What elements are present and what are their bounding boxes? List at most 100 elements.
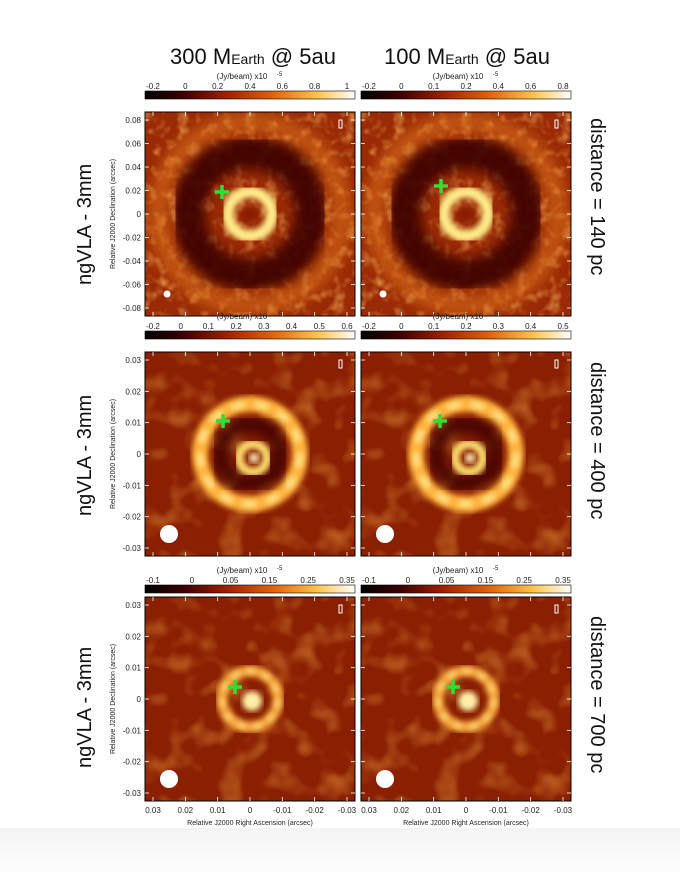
planet-marker: [433, 414, 447, 428]
ytick-label: 0.08: [125, 116, 141, 125]
ytick-label: 0.02: [125, 387, 141, 396]
xtick-label: 0.02: [394, 806, 410, 815]
outer-ring-highlights: [220, 669, 280, 729]
xtick-label: 0.03: [361, 806, 377, 815]
column-title-100: 100 MEarth @ 5au: [384, 44, 550, 69]
scale-glyph: [554, 359, 559, 369]
ytick-label: 0.03: [125, 601, 141, 610]
colorbar-tick-label: 0: [183, 82, 188, 91]
colorbar: [360, 330, 572, 340]
ytick-label: -0.06: [123, 281, 142, 290]
colorbar-unit: (Jy/beam) x10: [217, 72, 268, 81]
colorbar-unit: (Jy/beam) x10: [217, 566, 268, 575]
xtick-label: 0.03: [145, 806, 161, 815]
xtick-label: 0.01: [426, 806, 442, 815]
scale-glyph: [338, 119, 343, 129]
inner-ring: [234, 439, 272, 477]
colorbar-unit: (Jy/beam) x10: [217, 312, 268, 321]
colorbar-tick-label: 1: [345, 82, 350, 91]
inner-core: [249, 453, 259, 463]
ytick-label: 0.02: [125, 632, 141, 641]
colorbar: [360, 90, 572, 100]
colorbar-tick-label: -0.1: [362, 576, 376, 585]
image-panel: 0.08 0.06 0.04 0.02 0 -0.02 -0.04 -0.06 -0.08 Rel…: [110, 111, 356, 317]
colorbar-unit: (Jy/beam) x10: [433, 566, 484, 575]
colorbar-tick-label: 0.3: [493, 322, 505, 331]
colorbar-tick-label: 0.3: [258, 322, 270, 331]
inner-core: [458, 691, 478, 711]
panel-content: [145, 352, 355, 556]
ytick-label: 0.01: [125, 419, 141, 428]
ytick-label: -0.02: [123, 513, 142, 522]
colorbar-unit-exponent: -5: [277, 566, 283, 572]
xtick-label: -0.02: [306, 806, 325, 815]
colorbar-unit-exponent: -5: [493, 312, 499, 318]
ytick-label: -0.03: [123, 789, 142, 798]
colorbar-unit: (Jy/beam) x10: [433, 72, 484, 81]
colorbar: [144, 330, 356, 340]
colorbar-tick-label: 0: [399, 322, 404, 331]
inner-ring: [450, 439, 488, 477]
outer-ring: [148, 112, 352, 316]
colorbar-tick-label: -0.2: [146, 322, 160, 331]
colorbar-tick-label: 0.35: [555, 576, 571, 585]
ytick-label: 0.01: [125, 664, 141, 673]
xtick-label: 0.01: [210, 806, 226, 815]
outer-ring: [364, 112, 568, 316]
ytick-label: 0.02: [125, 187, 141, 196]
colorbar-tick-label: 0.5: [557, 322, 569, 331]
colorbar-tick-label: 0.6: [277, 82, 289, 91]
beam-ellipse: [376, 525, 394, 543]
colorbar-tick-label: 0.2: [460, 82, 472, 91]
image-panel: 0.03 0.02 0.01 0 -0.01 -0.02 -0.03 Relative J20…: [110, 351, 356, 557]
colorbar-unit: (Jy/beam) x10: [433, 312, 484, 321]
colorbar-tick-label: 0.35: [339, 576, 355, 585]
colorbar-tick-label: 0.05: [223, 576, 239, 585]
gap-ring: [387, 135, 545, 293]
gap-ring: [428, 416, 504, 492]
planet-marker: [434, 179, 448, 193]
ytick-label: -0.01: [123, 481, 142, 490]
image-panel: [360, 111, 572, 317]
panel-content: [361, 112, 571, 316]
xtick-label: -0.03: [338, 806, 357, 815]
inner-hole: [457, 205, 475, 223]
scale-glyph: [338, 359, 343, 369]
scale-glyph: [554, 604, 559, 614]
colorbar-tick-label: 0.6: [525, 82, 537, 91]
colorbar-tick-label: -0.1: [146, 576, 160, 585]
inner-core: [465, 453, 475, 463]
colorbar-tick-label: 0.8: [309, 82, 321, 91]
colorbar-tick-label: 0.2: [460, 322, 472, 331]
colorbar-unit-exponent: -5: [493, 72, 499, 78]
xtick-label: -0.02: [522, 806, 541, 815]
planet-marker: [446, 680, 460, 694]
ylabel: Relative J2000 Declination (arcsec): [110, 399, 117, 509]
colorbar-tick-label: 0.8: [557, 82, 569, 91]
ytick-label: 0: [137, 695, 142, 704]
beam-ellipse: [163, 290, 171, 298]
colorbar-tick-label: 0.1: [428, 322, 440, 331]
colorbar-unit-exponent: -5: [277, 312, 283, 318]
image-panel: [360, 351, 572, 557]
colorbar-tick-label: 0.1: [203, 322, 215, 331]
beam-ellipse: [376, 770, 394, 788]
ytick-label: -0.04: [123, 257, 142, 266]
planet-marker: [228, 680, 242, 694]
inner-core: [242, 691, 262, 711]
ylabel: Relative J2000 Declination (arcsec): [110, 644, 117, 754]
colorbar-tick-label: 0.4: [286, 322, 298, 331]
colorbar-tick-label: 0: [399, 82, 404, 91]
colorbar-tick-label: 0.15: [262, 576, 278, 585]
xtick-label: 0: [464, 806, 469, 815]
colorbar-tick-label: 0.5: [314, 322, 326, 331]
outer-ring-highlights: [436, 669, 496, 729]
ytick-label: -0.03: [123, 544, 142, 553]
ytick-label: -0.02: [123, 758, 142, 767]
ytick-label: 0.06: [125, 140, 141, 149]
xlabel: Relative J2000 Right Ascension (arcsec): [187, 820, 313, 827]
colorbar-tick-label: -0.2: [362, 322, 376, 331]
outer-ring-highlights: [413, 401, 519, 507]
ytick-label: 0: [137, 450, 142, 459]
